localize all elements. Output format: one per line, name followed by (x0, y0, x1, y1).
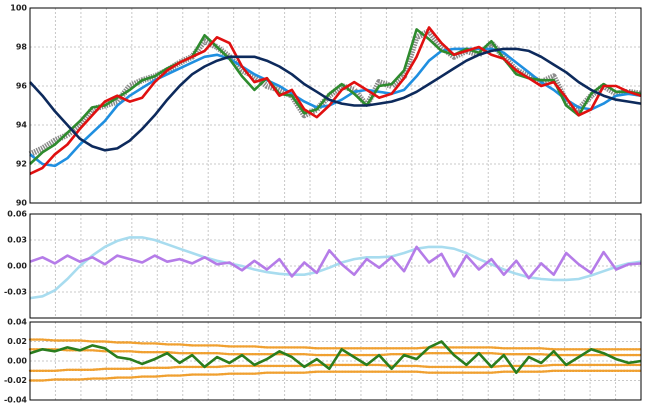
series-line (29, 26, 642, 175)
y-tick-label: 0.06 (7, 210, 27, 219)
series-line (28, 338, 643, 351)
price-bars (28, 28, 642, 158)
series-line (29, 28, 642, 165)
y-tick-label: 0.00 (7, 357, 27, 366)
y-tick-label: 100 (10, 4, 27, 13)
y-tick-label: -0.02 (4, 376, 27, 385)
y-tick-label: 0.02 (7, 337, 27, 346)
series-line (29, 340, 642, 374)
series-line (28, 348, 643, 357)
y-tick-label: 94 (16, 121, 28, 130)
y-tick-label: 0.03 (7, 236, 27, 245)
series-line (29, 236, 642, 300)
y-tick-label: 0.00 (7, 262, 27, 271)
y-tick-label: 92 (16, 160, 27, 169)
y-tick-label: 96 (16, 82, 28, 91)
series-line (28, 363, 643, 372)
panel-frame (29, 321, 642, 401)
series-line (29, 245, 642, 280)
y-tick-label: 90 (16, 199, 28, 208)
series-line (28, 369, 643, 382)
y-tick-label: -0.03 (4, 288, 27, 297)
y-tick-label: 98 (16, 43, 28, 52)
series-line (29, 47, 642, 152)
panel-frame (29, 7, 642, 204)
panel-frame (29, 213, 642, 319)
y-tick-label: 0.04 (7, 318, 27, 327)
y-tick-label: -0.04 (4, 396, 27, 405)
